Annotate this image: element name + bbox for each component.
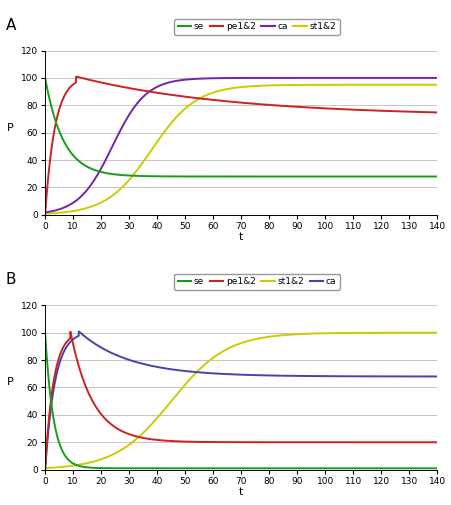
- Legend: se, pe1&2, ca, st1&2: se, pe1&2, ca, st1&2: [174, 19, 340, 35]
- Legend: se, pe1&2, st1&2, ca: se, pe1&2, st1&2, ca: [174, 274, 340, 290]
- X-axis label: t: t: [239, 232, 244, 242]
- X-axis label: t: t: [239, 487, 244, 497]
- Y-axis label: P: P: [6, 123, 13, 133]
- Text: A: A: [6, 18, 16, 33]
- Text: B: B: [6, 272, 16, 287]
- Y-axis label: P: P: [6, 377, 13, 387]
